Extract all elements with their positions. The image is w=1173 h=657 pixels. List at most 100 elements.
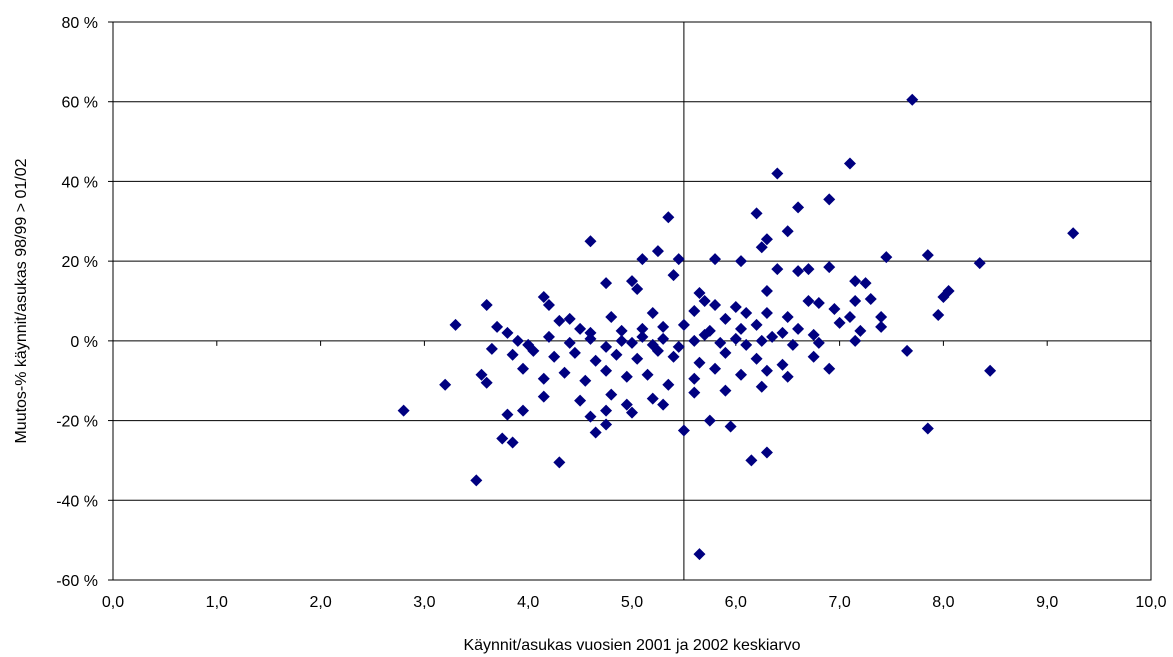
data-point [542, 330, 555, 343]
data-point [693, 287, 706, 300]
y-tick-label: 20 % [62, 254, 98, 271]
data-point [600, 340, 613, 353]
data-point [703, 414, 716, 427]
x-tick-label: 6,0 [725, 594, 747, 611]
data-point [537, 372, 550, 385]
data-point [973, 257, 986, 270]
data-point [646, 306, 659, 319]
data-point [693, 548, 706, 561]
y-axis-title: Muutos-% käynnit/asukas 98/99 > 01/02 [13, 158, 30, 443]
data-point [480, 298, 493, 311]
data-point [755, 380, 768, 393]
data-point [672, 340, 685, 353]
data-point [823, 362, 836, 375]
data-point [901, 344, 914, 357]
x-axis: 0,0 1,0 2,0 3,0 4,0 5,0 6,0 7,0 8,0 9,0 10,0 [102, 340, 1167, 611]
data-point [605, 310, 618, 323]
data-point [568, 346, 581, 359]
data-point [792, 265, 805, 278]
data-point [828, 302, 841, 315]
data-point [636, 322, 649, 335]
data-point [615, 334, 628, 347]
data-point [662, 211, 675, 224]
data-point [600, 404, 613, 417]
data-point [626, 275, 638, 288]
data-point [636, 330, 649, 343]
data-point [760, 233, 773, 246]
data-point [932, 308, 945, 321]
data-point [501, 408, 514, 421]
data-point [750, 207, 763, 220]
data-point [760, 446, 773, 459]
data-point [812, 296, 825, 309]
data-point [875, 310, 888, 323]
data-point [626, 406, 638, 419]
data-point [807, 328, 820, 341]
data-point [750, 318, 763, 331]
data-point [672, 253, 685, 266]
data-point [615, 324, 628, 337]
data-point [823, 193, 836, 206]
data-point [729, 300, 742, 313]
x-tick-label: 8,0 [932, 594, 954, 611]
data-point [600, 277, 613, 290]
data-point [589, 354, 602, 367]
data-point [802, 295, 815, 307]
data-point [574, 322, 587, 335]
data-point [709, 362, 722, 375]
data-point [485, 342, 498, 355]
data-point [600, 364, 613, 377]
data-point [709, 298, 722, 311]
data-point [771, 167, 784, 180]
data-point [921, 422, 934, 435]
data-point [688, 334, 701, 347]
data-point [631, 352, 644, 365]
data-point [667, 269, 680, 282]
data-point [397, 404, 410, 417]
data-point [449, 318, 462, 331]
data-point [688, 304, 701, 317]
data-point [584, 410, 597, 423]
data-point [1067, 227, 1080, 240]
data-point [636, 253, 649, 266]
data-point [771, 263, 784, 276]
data-point [511, 334, 524, 347]
data-point [626, 336, 638, 349]
data-point [760, 285, 773, 298]
data-point [620, 370, 633, 383]
data-point [651, 245, 664, 258]
data-point [688, 372, 701, 385]
x-tick-label: 9,0 [1036, 594, 1058, 611]
data-point [688, 386, 701, 399]
x-tick-label: 2,0 [309, 594, 331, 611]
data-point [755, 241, 768, 254]
data-point [734, 255, 747, 268]
data-point [657, 332, 670, 345]
data-point [807, 350, 820, 363]
plot-area [112, 21, 1152, 581]
x-axis-title: Käynnit/asukas vuosien 2001 ja 2002 kesk… [463, 637, 800, 654]
data-point [537, 390, 550, 403]
data-point [600, 418, 613, 431]
data-point [574, 394, 587, 407]
data-point [802, 263, 815, 276]
data-point [693, 356, 706, 369]
data-point [750, 352, 763, 365]
data-point [620, 398, 633, 411]
data-point [849, 295, 862, 307]
data-point [439, 378, 452, 391]
data-point [760, 364, 773, 377]
data-point [506, 348, 519, 361]
data-point [823, 261, 836, 274]
data-point [734, 322, 747, 335]
y-tick-label: 40 % [62, 174, 98, 191]
y-tick-label: 0 % [70, 334, 98, 351]
data-point [584, 332, 597, 345]
data-point [677, 318, 690, 331]
data-point [667, 350, 680, 363]
data-point [610, 348, 623, 361]
data-point [698, 295, 711, 307]
data-point [880, 251, 893, 264]
data-point [548, 350, 561, 363]
data-point [584, 235, 597, 248]
